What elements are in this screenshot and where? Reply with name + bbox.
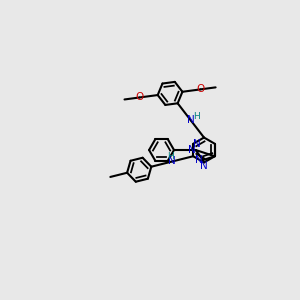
- Text: O: O: [196, 84, 205, 94]
- Text: N: N: [168, 157, 176, 166]
- Text: N: N: [188, 145, 196, 155]
- Text: H: H: [193, 112, 200, 121]
- Text: N: N: [200, 161, 208, 171]
- Text: N: N: [193, 139, 201, 149]
- Text: N: N: [187, 116, 195, 125]
- Text: O: O: [135, 92, 144, 103]
- Text: H: H: [167, 152, 174, 160]
- Text: N: N: [196, 155, 203, 165]
